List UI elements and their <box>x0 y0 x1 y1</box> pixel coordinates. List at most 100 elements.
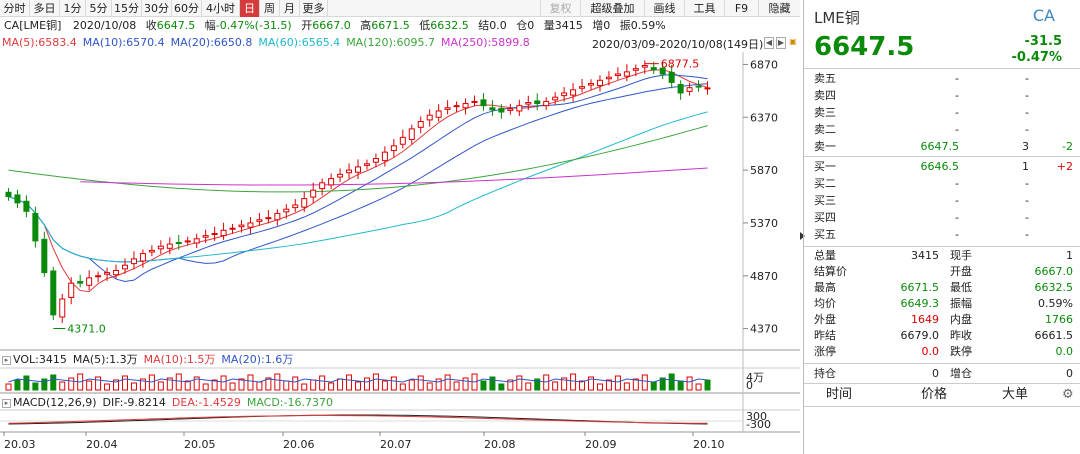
period-tab-10[interactable]: 月 <box>280 0 300 17</box>
candle-body <box>534 100 541 105</box>
ob-volume: - <box>1025 210 1029 224</box>
volume-bar <box>641 374 648 391</box>
volume-bar <box>104 383 111 391</box>
volume-bar <box>498 383 505 391</box>
period-tab-1[interactable]: 多日 <box>30 0 60 17</box>
candle-body <box>543 100 550 107</box>
candle-body <box>283 208 290 213</box>
lock-icon[interactable]: ▣ <box>789 37 797 46</box>
volume-bar <box>202 383 209 391</box>
candle-body <box>623 71 630 77</box>
legend-toggle-icon[interactable]: ▸ <box>2 398 11 408</box>
stat-value: 6679.0 <box>900 329 940 342</box>
candle-body <box>68 282 75 298</box>
volume-bar <box>274 373 281 391</box>
orderbook-row: 卖三 - - <box>804 104 1080 121</box>
volume-bar <box>175 373 182 391</box>
price-tick-label: 6370 <box>750 111 778 124</box>
ob-volume: - <box>1025 193 1029 207</box>
divider <box>804 363 1080 364</box>
panel-instrument-code: CA <box>1032 6 1055 25</box>
low-annotation: 4371.0 <box>67 322 106 335</box>
candle-body <box>650 67 657 71</box>
candle-body <box>86 277 93 286</box>
volume-bar <box>579 380 586 391</box>
volume-bar <box>310 379 317 391</box>
ma-line-45 <box>8 111 708 263</box>
stat-value: 0.59% <box>1038 297 1073 310</box>
candle-body <box>95 275 102 278</box>
volume-bar <box>489 376 496 391</box>
chart-canvas[interactable]: 6870637058705370487043706877.54371.04万03… <box>0 0 800 454</box>
stats-row: 最高 6671.5 最低 6632.5 <box>804 280 1080 296</box>
candle-body <box>695 85 702 88</box>
legend-item: MA(5):6583.4 <box>2 36 77 49</box>
candle-body <box>337 173 344 178</box>
ob-price: - <box>955 89 959 103</box>
toolbar-button-3[interactable]: 工具 <box>684 0 724 17</box>
ob-volume: - <box>1025 227 1029 241</box>
stats-row: 涨停 0.0 跌停 0.0 <box>804 344 1080 360</box>
candle-body <box>570 89 577 96</box>
period-tab-2[interactable]: 1分 <box>60 0 86 17</box>
ob-volume: - <box>1025 123 1029 137</box>
orderbook-row: 卖五 - - <box>804 70 1080 87</box>
scroll-left-button[interactable]: ◀ <box>764 37 774 49</box>
ob-price: - <box>955 176 959 190</box>
volume-bar <box>588 376 595 391</box>
volume-bar <box>23 375 30 391</box>
candle-body <box>238 224 245 228</box>
candle-body <box>193 238 200 244</box>
candle-body <box>292 204 299 209</box>
stat-label: 总量 <box>814 249 836 262</box>
settle-value: 0.0 <box>489 19 507 32</box>
toolbar-button-0[interactable]: 复权 <box>540 0 580 17</box>
ob-label: 卖一 <box>814 140 836 154</box>
volume-legend: ▸ VOL:3415 MA(5):1.3万 MA(10):1.5万 MA(20):1.6… <box>2 352 299 367</box>
ob-price: - <box>955 210 959 224</box>
oi-value: 0 <box>527 19 535 32</box>
period-tab-8[interactable]: 日 <box>240 0 260 17</box>
volume-bar <box>695 383 702 391</box>
candle-body <box>220 229 227 237</box>
ob-label: 买五 <box>814 227 836 241</box>
legend-item: MA(60):6565.4 <box>258 36 341 49</box>
stat-value: 6667.0 <box>1034 265 1074 278</box>
period-tab-7[interactable]: 4小时 <box>202 0 240 17</box>
period-tab-4[interactable]: 15分 <box>112 0 142 17</box>
ob-volume: - <box>1025 89 1029 103</box>
period-tab-11[interactable]: 更多 <box>300 0 328 17</box>
period-tab-6[interactable]: 60分 <box>172 0 202 17</box>
stat-value: 1 <box>1066 249 1073 262</box>
volume-bar <box>435 378 442 391</box>
candle-body <box>274 212 281 221</box>
toolbar-button-2[interactable]: 画线 <box>644 0 684 17</box>
period-tab-0[interactable]: 分时 <box>0 0 30 17</box>
candle-body <box>498 107 505 113</box>
stat-value: 0.0 <box>1055 345 1074 358</box>
panel-last-price: 6647.5 <box>814 32 915 62</box>
divider <box>804 156 1080 157</box>
candle-body <box>453 105 460 108</box>
toolbar-button-5[interactable]: 隐藏 <box>758 0 800 17</box>
volume-bar <box>444 374 451 391</box>
stat-label: 均价 <box>814 297 836 310</box>
candle-body <box>668 71 675 83</box>
legend-toggle-icon[interactable]: ▸ <box>2 355 11 365</box>
collapse-arrow-icon[interactable] <box>800 232 805 240</box>
ob-delta: +2 <box>1056 159 1073 173</box>
volume-bar <box>704 379 711 391</box>
price-tick-label: 4870 <box>750 270 778 283</box>
toolbar-button-1[interactable]: 超级叠加 <box>580 0 644 17</box>
candle-body <box>265 217 272 220</box>
volume-bar <box>301 383 308 391</box>
stat-value: 3415 <box>911 249 939 262</box>
period-tab-9[interactable]: 周 <box>260 0 280 17</box>
settings-gear-icon[interactable]: ⚙ <box>1062 387 1074 402</box>
legend-item: DEA:-1.4529 <box>171 396 241 409</box>
period-tab-3[interactable]: 5分 <box>86 0 112 17</box>
col-bigorder: 大单 <box>1002 387 1029 402</box>
period-tab-5[interactable]: 30分 <box>142 0 172 17</box>
scroll-right-button[interactable]: ▶ <box>776 37 786 49</box>
toolbar-button-4[interactable]: F9 <box>724 0 758 17</box>
